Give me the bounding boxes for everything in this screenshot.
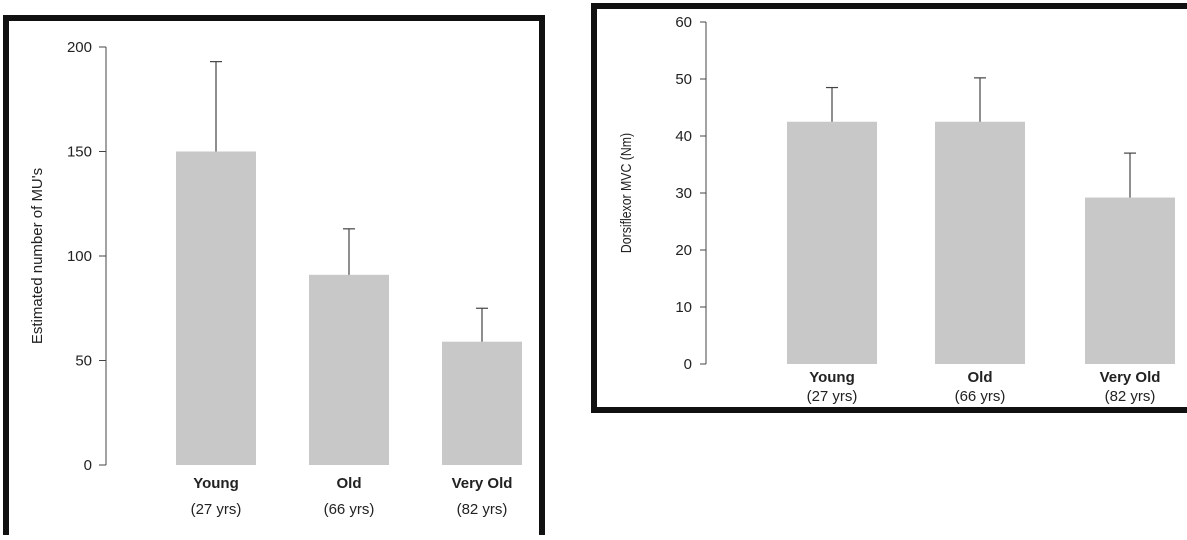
right-category-label: Young (809, 369, 855, 386)
left-y-ticks: 0 50 100 150 200 (67, 39, 106, 474)
left-category-sublabel: (66 yrs) (324, 501, 375, 518)
right-category-label: Very Old (1100, 369, 1161, 386)
right-tick-label: 10 (675, 299, 692, 316)
right-category-label: Old (968, 369, 993, 386)
left-category-labels: Young (27 yrs) Old (66 yrs) Very Old (82 yrs) (191, 475, 513, 518)
left-tick-label: 50 (75, 353, 92, 370)
right-tick-label: 50 (675, 71, 692, 88)
left-tick-label: 0 (84, 457, 92, 474)
left-bar-young (176, 151, 256, 465)
right-category-sublabel: (66 yrs) (955, 388, 1006, 405)
left-y-axis-label: Estimated number of MU's (29, 168, 46, 344)
right-tick-label: 40 (675, 128, 692, 145)
left-tick-label: 200 (67, 39, 92, 56)
right-category-sublabel: (82 yrs) (1105, 388, 1156, 405)
right-tick-label: 20 (675, 242, 692, 259)
right-y-ticks: 0 10 20 30 40 50 60 (675, 14, 706, 373)
right-category-labels: Young (27 yrs) Old (66 yrs) Very Old (82 yrs) (807, 369, 1161, 405)
left-tick-label: 100 (67, 248, 92, 265)
left-category-label: Old (337, 475, 362, 492)
right-tick-label: 0 (684, 356, 692, 373)
left-chart-panel: 0 50 100 150 200 Young (27 yrs) Old (66 yrs) Ver… (3, 15, 545, 540)
right-tick-label: 60 (675, 14, 692, 31)
right-tick-label: 30 (675, 185, 692, 202)
right-bars (787, 77, 1175, 364)
left-bars (176, 61, 522, 465)
right-chart-panel: 0 10 20 30 40 50 60 Young (27 yrs) Old (66 yrs) Ve… (591, 3, 1187, 413)
right-bar-young (787, 121, 877, 364)
left-category-sublabel: (27 yrs) (191, 501, 242, 518)
right-bar-very-old (1085, 197, 1175, 364)
left-bar-very-old (442, 341, 522, 465)
right-y-axis-label: Dorsiflexor MVC (Nm) (618, 133, 634, 253)
right-category-sublabel: (27 yrs) (807, 388, 858, 405)
left-category-sublabel: (82 yrs) (457, 501, 508, 518)
left-tick-label: 150 (67, 144, 92, 161)
left-category-label: Young (193, 475, 239, 492)
right-bar-old (935, 121, 1025, 364)
left-category-label: Very Old (452, 475, 513, 492)
left-bar-old (309, 274, 389, 465)
